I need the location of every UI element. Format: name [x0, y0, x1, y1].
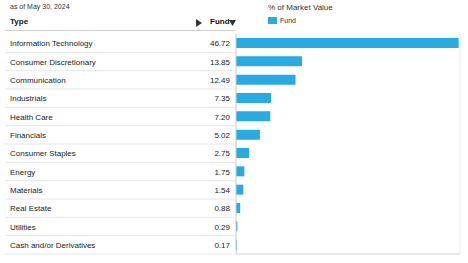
svg-text:Health Care: Health Care — [10, 113, 53, 122]
svg-text:5.02: 5.02 — [214, 131, 230, 140]
svg-text:Energy: Energy — [10, 168, 35, 177]
svg-text:Materials: Materials — [10, 186, 42, 195]
svg-text:Financials: Financials — [10, 131, 46, 140]
svg-text:Communication: Communication — [10, 76, 66, 85]
html-text:Type: Type — [10, 17, 29, 26]
svg-text:7.35: 7.35 — [214, 94, 230, 103]
svg-text:7.20: 7.20 — [214, 113, 230, 122]
svg-text:0.29: 0.29 — [214, 223, 230, 232]
html-text:as of May 30, 2024: as of May 30, 2024 — [10, 3, 70, 10]
svg-text:0.88: 0.88 — [214, 204, 230, 213]
svg-text:12.49: 12.49 — [210, 76, 231, 85]
svg-text:Real Estate: Real Estate — [10, 204, 52, 213]
svg-text:0.17: 0.17 — [214, 241, 230, 250]
svg-text:Consumer Discretionary: Consumer Discretionary — [10, 58, 96, 67]
svg-text:1.54: 1.54 — [214, 186, 230, 195]
svg-text:13.85: 13.85 — [210, 58, 231, 67]
svg-text:46.72: 46.72 — [210, 39, 231, 48]
svg-text:Cash and/or Derivatives: Cash and/or Derivatives — [10, 241, 95, 250]
svg-text:2.75: 2.75 — [214, 149, 230, 158]
svg-text:Utilities: Utilities — [10, 223, 36, 232]
html-text:% of Market Value: % of Market Value — [268, 3, 333, 12]
html-text:Fund: Fund — [280, 17, 296, 24]
svg-text:Industrials: Industrials — [10, 94, 46, 103]
svg-text:Information Technology: Information Technology — [10, 39, 93, 48]
svg-text:1.75: 1.75 — [214, 168, 230, 177]
svg-text:Consumer Staples: Consumer Staples — [10, 149, 76, 158]
html-text:Fund: Fund — [210, 17, 230, 26]
